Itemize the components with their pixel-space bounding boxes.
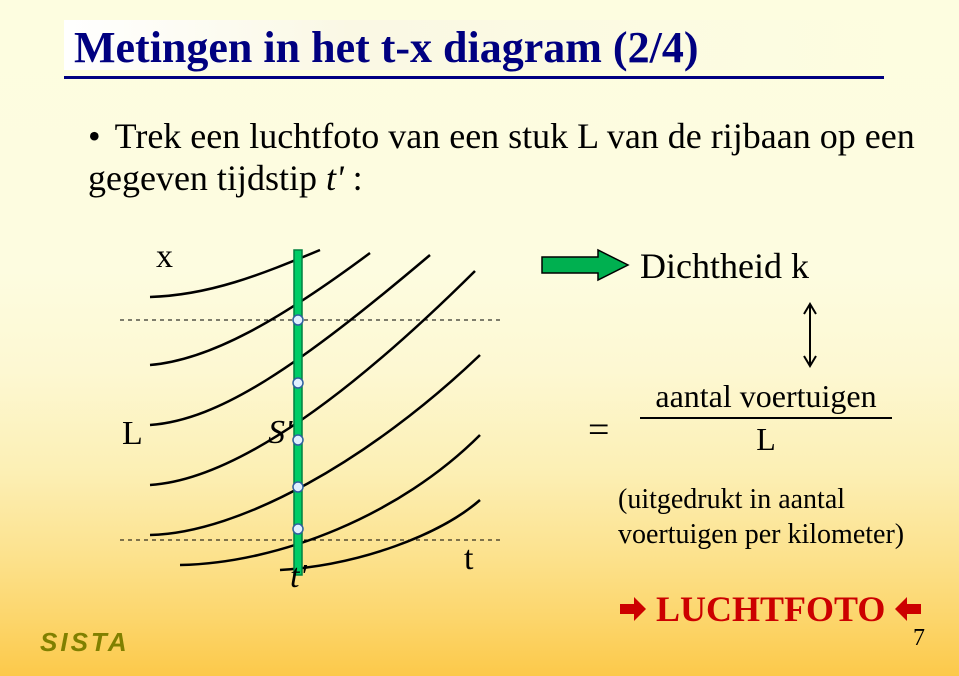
bullet-text-prefix: Trek een luchtfoto van een stuk L van de… bbox=[88, 116, 915, 198]
fraction-bar bbox=[640, 417, 892, 419]
fraction-denominator: L bbox=[640, 421, 892, 458]
arrow-icon bbox=[540, 248, 630, 282]
luchtfoto-callout: LUCHTFOTO bbox=[618, 588, 923, 630]
arrow-left-bold-icon bbox=[893, 594, 923, 624]
title-underline bbox=[64, 76, 884, 79]
unit-note: (uitgedrukt in aantal voertuigen per kil… bbox=[618, 482, 904, 552]
axis-label-t: t bbox=[464, 540, 473, 578]
section-label-S: S' bbox=[268, 414, 292, 452]
sista-logo: SISTA bbox=[40, 627, 130, 658]
bullet-text-suffix: : bbox=[344, 158, 363, 198]
unit-line-2: voertuigen per kilometer) bbox=[618, 519, 904, 550]
bullet-var: t' bbox=[326, 158, 344, 198]
double-arrow-icon bbox=[800, 300, 820, 370]
bullet-line: •Trek een luchtfoto van een stuk L van d… bbox=[88, 115, 959, 199]
slide: Metingen in het t-x diagram (2/4) •Trek … bbox=[0, 0, 959, 676]
time-label-tprime: t' bbox=[290, 558, 307, 596]
fraction-numerator: aantal voertuigen bbox=[640, 378, 892, 415]
equals-sign: = bbox=[588, 408, 609, 452]
unit-line-1: (uitgedrukt in aantal bbox=[618, 484, 845, 515]
luchtfoto-text: LUCHTFOTO bbox=[656, 588, 885, 630]
title-container: Metingen in het t-x diagram (2/4) bbox=[64, 20, 884, 79]
arrow-right-bold-icon bbox=[618, 594, 648, 624]
axis-label-x: x bbox=[156, 238, 173, 276]
bracket-label-L: L bbox=[122, 415, 143, 453]
tx-diagram bbox=[120, 235, 500, 595]
page-number: 7 bbox=[913, 625, 925, 652]
bullet-dot: • bbox=[88, 116, 101, 156]
density-label: Dichtheid k bbox=[640, 245, 809, 287]
slide-title: Metingen in het t-x diagram (2/4) bbox=[74, 22, 698, 73]
fraction: aantal voertuigen L bbox=[640, 378, 892, 458]
